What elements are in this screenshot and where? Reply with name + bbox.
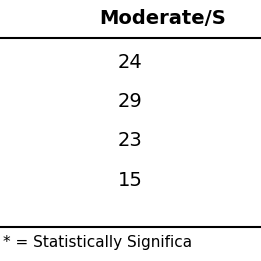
Text: 24: 24 [117,53,142,72]
Text: 29: 29 [117,92,142,111]
Text: * = Statistically Significa: * = Statistically Significa [3,235,192,250]
Text: 23: 23 [117,132,142,150]
Text: 15: 15 [117,171,142,189]
Text: Moderate/S: Moderate/S [99,9,226,28]
